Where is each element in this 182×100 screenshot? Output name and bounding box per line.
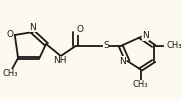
Text: N: N (29, 23, 36, 32)
Text: N: N (142, 32, 149, 40)
Text: O: O (76, 26, 83, 34)
Text: CH₃: CH₃ (2, 69, 18, 78)
Text: NH: NH (53, 56, 67, 65)
Text: N: N (119, 56, 126, 66)
Text: CH₃: CH₃ (167, 42, 182, 50)
Text: S: S (103, 42, 109, 50)
Text: O: O (7, 30, 14, 39)
Text: CH₃: CH₃ (133, 80, 148, 89)
